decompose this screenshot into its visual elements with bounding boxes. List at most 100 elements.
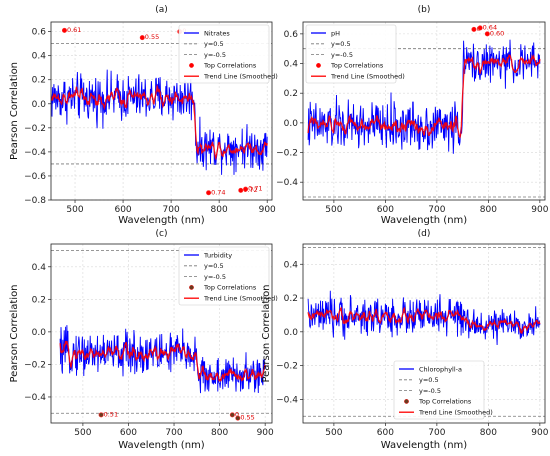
panel-label: (d) — [418, 229, 431, 239]
top-correlation-label: 0.64 — [483, 23, 497, 31]
legend-box — [305, 24, 397, 84]
legend: Turbidity y=0.5 y=-0.5 Top Correlations Tren… — [178, 246, 278, 306]
legend-label: Trend Line (Smoothed) — [203, 295, 278, 303]
y-tick-label: 0.4 — [32, 263, 47, 273]
y-tick-label: 0.2 — [32, 76, 46, 86]
legend-label: y=0.5 — [331, 40, 351, 48]
legend: Nitrates y=0.5 y=-0.5 Top Correlations Trend… — [178, 24, 278, 84]
x-tick-label: 900 — [257, 428, 274, 438]
y-tick-label: 0.2 — [32, 295, 46, 305]
panel-b: 00.640.60500600700800900−0.4−0.20.00.20.… — [276, 5, 549, 226]
legend-swatch — [404, 398, 409, 404]
legend-label: Trend Line (Smoothed) — [418, 409, 493, 417]
y-tick-label: 0.4 — [284, 60, 299, 70]
trend-line — [307, 53, 541, 139]
y-tick-label: −0.2 — [24, 360, 46, 370]
top-correlation-point — [484, 31, 490, 37]
x-axis-label: Wavelength (nm) — [118, 215, 204, 226]
x-tick-label: 900 — [531, 428, 548, 438]
y-tick-label: 0.4 — [284, 260, 299, 270]
x-tick-label: 600 — [114, 205, 131, 215]
legend-label: y=0.5 — [204, 40, 224, 48]
y-axis-label: Pearson Correlation — [9, 62, 20, 160]
legend-label: Top Correlations — [330, 62, 384, 70]
top-correlation-point — [229, 412, 235, 418]
x-tick-label: 500 — [66, 205, 83, 215]
y-tick-label: 0.0 — [284, 328, 299, 338]
legend-box — [178, 246, 270, 306]
x-tick-label: 800 — [211, 205, 228, 215]
axes-frame — [302, 21, 546, 201]
top-correlation-label: 0.55 — [240, 414, 254, 422]
x-tick-label: 700 — [428, 205, 445, 215]
legend-swatch — [189, 62, 194, 68]
y-tick-label: −0.2 — [276, 149, 298, 159]
axes-frame — [50, 243, 273, 424]
panel-d: 500 600 700 800 900 −0.4 −0.2 0.0 0.2 0.4 (d) Wavel… — [261, 229, 549, 451]
panel-label: (c) — [156, 229, 168, 239]
trend-line — [51, 84, 268, 161]
top-correlation-label: 0.72 — [243, 186, 257, 194]
y-tick-label: −0.4 — [276, 178, 298, 188]
top-correlation-point — [139, 35, 145, 41]
top-correlation-point — [206, 190, 212, 196]
legend-label: Trend Line (Smoothed) — [203, 73, 278, 81]
top-correlation-point — [98, 412, 104, 418]
legend: Chlorophyll-a y=0.5 y=-0.5 Top Correlations… — [393, 360, 493, 420]
panel-c: 0.51 0 0.55 500 600 700 800 900 −0.4 −0.2 0.0 0.2 0.… — [9, 229, 278, 451]
legend-label: y=-0.5 — [331, 51, 353, 59]
series-line — [307, 290, 541, 346]
x-tick-label: 900 — [531, 205, 548, 215]
top-correlation-point — [243, 186, 249, 192]
x-tick-label: 800 — [211, 428, 228, 438]
legend-label: y=0.5 — [419, 376, 439, 384]
x-axis-label: Wavelength (nm) — [381, 215, 467, 226]
x-tick-label: 500 — [74, 428, 91, 438]
legend-label: Top Correlations — [418, 398, 472, 406]
y-tick-label: −0.6 — [24, 172, 46, 182]
y-tick-label: 0.6 — [32, 28, 47, 38]
y-tick-label: 0.2 — [284, 294, 298, 304]
top-correlation-label: 0.61 — [67, 26, 81, 34]
legend-label: Chlorophyll-a — [419, 365, 462, 373]
legend: pH y=0.5 y=-0.5 Top Correlations Trend Line … — [305, 24, 405, 84]
y-tick-label: −0.4 — [24, 393, 46, 403]
y-tick-label: 0.4 — [32, 52, 47, 62]
x-tick-label: 500 — [325, 205, 342, 215]
top-correlation-label: 0 — [235, 410, 239, 418]
panel-label: (a) — [155, 5, 168, 15]
legend-box — [178, 24, 270, 84]
legend-label: Turbidity — [203, 251, 232, 259]
axes-frame — [302, 243, 546, 424]
legend-label: y=-0.5 — [204, 51, 226, 59]
panel-a: 0.610.5500.740.720.71500600700800900−0.8… — [9, 5, 278, 226]
top-correlation-point — [471, 26, 477, 32]
top-correlation-point — [477, 25, 483, 31]
y-tick-label: −0.2 — [24, 124, 46, 134]
top-correlation-label: 0.71 — [248, 185, 262, 193]
legend-swatch — [316, 62, 321, 68]
series-line — [51, 69, 268, 175]
top-correlation-label: 0.51 — [104, 410, 118, 418]
legend-label: y=0.5 — [204, 262, 224, 270]
legend-box — [393, 360, 485, 420]
y-tick-label: −0.4 — [276, 395, 298, 405]
axes-frame — [50, 21, 273, 201]
trend-line — [307, 306, 541, 334]
x-tick-label: 800 — [480, 428, 497, 438]
legend-label: y=-0.5 — [204, 273, 226, 281]
x-tick-label: 600 — [120, 428, 137, 438]
legend-label: pH — [331, 29, 340, 37]
y-axis-label: Pearson Correlation — [9, 284, 20, 382]
legend-label: Top Correlations — [203, 62, 257, 70]
legend-label: Top Correlations — [203, 284, 257, 292]
top-correlation-label: 0.74 — [211, 188, 225, 196]
x-tick-label: 700 — [165, 428, 182, 438]
y-tick-label: −0.4 — [24, 148, 46, 158]
top-correlation-point — [235, 415, 241, 421]
x-tick-label: 600 — [377, 428, 394, 438]
y-tick-label: 0.2 — [284, 89, 298, 99]
x-tick-label: 600 — [377, 205, 394, 215]
y-tick-label: −0.8 — [24, 196, 46, 206]
